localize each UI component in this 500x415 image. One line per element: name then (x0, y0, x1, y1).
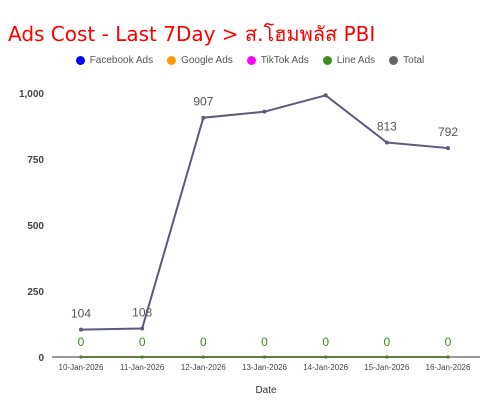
data-point-line-ads (79, 355, 83, 359)
x-tick-label: 10-Jan-2026 (59, 363, 104, 372)
legend-label: Facebook Ads (89, 55, 154, 66)
legend-marker (75, 56, 85, 65)
x-axis-title: Date (255, 385, 277, 396)
chart-title: Ads Cost - Last 7Day > ส.โฮมพลัส PBI (8, 22, 376, 46)
legend-marker (389, 56, 399, 65)
data-label-total: 792 (438, 125, 458, 139)
legend-item-total[interactable]: Total (389, 55, 424, 66)
data-point-line-ads (446, 355, 450, 359)
x-tick-label: 12-Jan-2026 (181, 363, 226, 372)
legend-item-google-ads[interactable]: Google Ads (167, 55, 233, 66)
data-point-total (446, 146, 450, 151)
x-tick-label: 14-Jan-2026 (303, 363, 348, 372)
data-label-line-ads: 0 (445, 335, 452, 349)
data-point-total (262, 109, 267, 114)
y-tick-label: 500 (27, 221, 44, 232)
y-tick-label: 1,000 (19, 89, 44, 100)
data-point-total (201, 115, 206, 120)
data-label-line-ads: 0 (139, 335, 146, 349)
legend-marker (246, 56, 256, 65)
data-label-line-ads: 0 (200, 335, 207, 349)
legend-item-facebook-ads[interactable]: Facebook Ads (75, 55, 154, 66)
data-point-total (140, 326, 145, 331)
data-label-total: 813 (377, 120, 397, 134)
x-tick-label: 16-Jan-2026 (426, 363, 471, 372)
x-tick-label: 15-Jan-2026 (364, 363, 409, 372)
legend-label: TikTok Ads (260, 55, 309, 66)
data-label-total: 907 (193, 95, 213, 109)
data-point-line-ads (140, 355, 144, 359)
legend-label: Line Ads (336, 55, 376, 66)
data-point-line-ads (324, 355, 328, 359)
data-label-total: 108 (132, 306, 152, 320)
x-tick-label: 13-Jan-2026 (242, 363, 287, 372)
data-point-line-ads (201, 355, 205, 359)
y-tick-label: 250 (27, 287, 44, 298)
data-label-line-ads: 0 (322, 335, 329, 349)
legend-label: Google Ads (181, 55, 233, 66)
data-point-line-ads (385, 355, 389, 359)
data-point-total (323, 93, 328, 98)
legend-marker (167, 56, 177, 65)
data-label-total: 104 (71, 307, 91, 321)
legend-item-line-ads[interactable]: Line Ads (322, 55, 376, 66)
legend-item-tiktok-ads[interactable]: TikTok Ads (246, 55, 309, 66)
chart-legend: Facebook Ads Google Ads TikTok Ads Line Ads… (0, 55, 500, 66)
y-tick-label: 0 (38, 353, 44, 364)
x-tick-label: 11-Jan-2026 (120, 363, 165, 372)
data-label-line-ads: 0 (78, 335, 85, 349)
data-point-line-ads (263, 355, 266, 359)
data-point-total (384, 140, 389, 145)
data-point-total (79, 327, 83, 332)
legend-marker (322, 56, 332, 65)
y-tick-label: 750 (27, 155, 44, 166)
data-label-line-ads: 0 (383, 335, 390, 349)
legend-label: Total (403, 55, 425, 66)
data-label-line-ads: 0 (261, 335, 268, 349)
